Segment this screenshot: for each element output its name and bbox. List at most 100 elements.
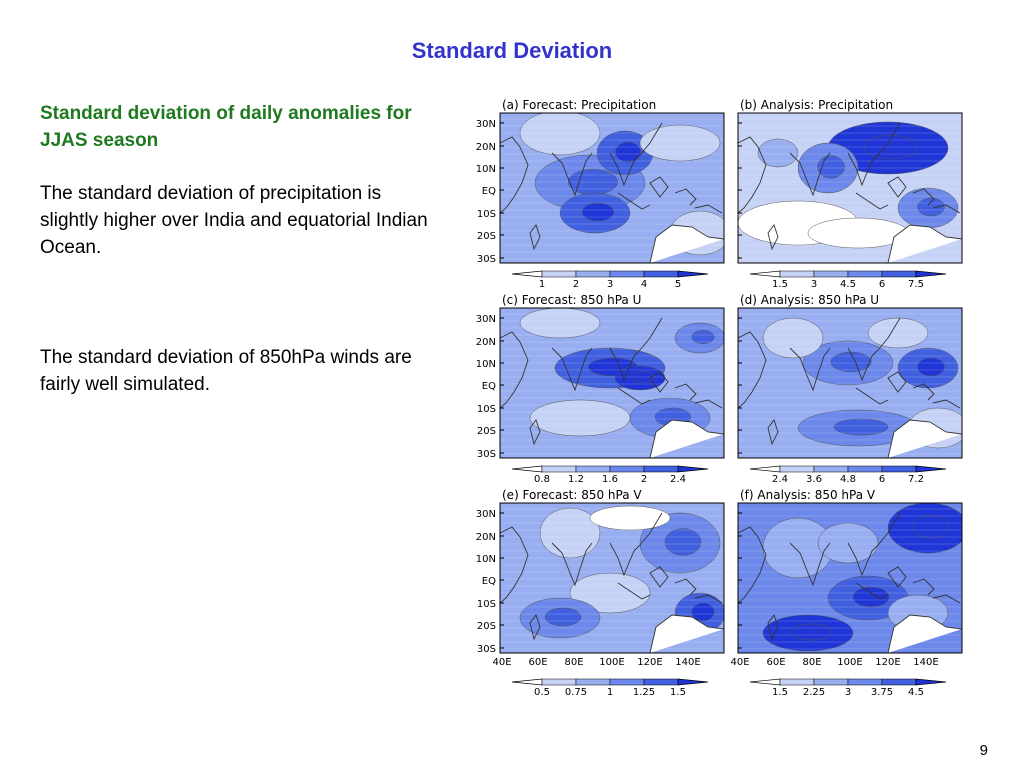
panel-frame: [499, 112, 725, 264]
map-panel: (a) Forecast: Precipitation 30N 20N 10N EQ 10…: [476, 98, 725, 290]
lon-tick-label: 60E: [528, 657, 547, 668]
colorbar-tick-label: 0.75: [565, 687, 587, 695]
colorbar-tick-label: 6: [879, 279, 885, 290]
lon-tick-label: 120E: [637, 657, 662, 668]
colorbar-tick-label: 1.2: [568, 474, 584, 485]
panel-frame: [737, 307, 963, 459]
colorbar: 1 2 3 4 5: [511, 270, 709, 290]
colorbar-tick-label: 3: [845, 687, 851, 695]
lon-tick-label: 80E: [802, 657, 821, 668]
lon-tick-label: 140E: [675, 657, 700, 668]
panel-frame: [737, 112, 963, 264]
map-panel: (e) Forecast: 850 hPa V 30N 20N 10N EQ 10S 20S…: [476, 488, 725, 695]
map-panel: (d) Analysis: 850 hPa U 2.4 3.6 4.8 6 7.2: [737, 293, 963, 485]
panel-label: (d) Analysis: 850 hPa U: [740, 293, 879, 307]
lat-tick-label: 20S: [477, 621, 496, 632]
lat-tick-label: 30N: [476, 314, 496, 325]
colorbar-tick-label: 6: [879, 474, 885, 485]
colorbar: 2.4 3.6 4.8 6 7.2: [749, 465, 947, 485]
lat-tick-label: 10N: [476, 164, 496, 175]
panel-label: (e) Forecast: 850 hPa V: [502, 488, 642, 502]
contour-field: [500, 503, 724, 653]
precipitation-paragraph: The standard deviation of precipitation …: [40, 183, 428, 258]
lat-tick-label: 30S: [477, 254, 496, 265]
colorbar-tick-label: 2: [641, 474, 647, 485]
contour-field: [738, 113, 962, 263]
panel-frame: [499, 307, 725, 459]
lat-tick-label: 10N: [476, 554, 496, 565]
coastline: [500, 122, 724, 263]
colorbar: 1.5 2.25 3 3.75 4.5: [749, 678, 947, 695]
page-number: 9: [979, 742, 988, 759]
winds-paragraph: The standard deviation of 850hPa winds a…: [40, 347, 412, 395]
coastline: [738, 122, 962, 263]
lat-tick-label: 10S: [477, 404, 496, 415]
lon-tick-label: 80E: [564, 657, 583, 668]
lon-tick-label: 100E: [837, 657, 862, 668]
coastline: [738, 512, 962, 653]
lat-tick-label: EQ: [482, 381, 496, 392]
coastline: [500, 317, 724, 458]
lat-tick-label: EQ: [482, 186, 496, 197]
colorbar: 0.5 0.75 1 1.25 1.5: [511, 678, 709, 695]
colorbar-tick-label: 1.5: [772, 687, 788, 695]
lon-tick-label: 140E: [913, 657, 938, 668]
colorbar-tick-label: 4.5: [908, 687, 924, 695]
left-text-column: Standard deviation of daily anomalies fo…: [40, 100, 435, 395]
lat-tick-label: 30S: [477, 449, 496, 460]
lon-tick-label: 120E: [875, 657, 900, 668]
lat-tick-label: 20N: [476, 532, 496, 543]
lat-tick-label: 30N: [476, 509, 496, 520]
lat-tick-label: 30S: [477, 644, 496, 655]
slide-title: Standard Deviation: [411, 38, 613, 63]
colorbar-tick-label: 1.5: [772, 279, 788, 290]
colorbar-tick-label: 3.75: [871, 687, 893, 695]
colorbar-tick-label: 4.5: [840, 279, 856, 290]
contour-field: [500, 113, 724, 263]
lat-tick-label: 10S: [477, 599, 496, 610]
colorbar-tick-label: 3: [607, 279, 613, 290]
colorbar-tick-label: 1.25: [633, 687, 655, 695]
colorbar-tick-label: 7.2: [908, 474, 924, 485]
map-panel: (c) Forecast: 850 hPa U 30N 20N 10N EQ 10S 20S…: [476, 293, 725, 485]
contour-field: [500, 308, 724, 458]
colorbar-tick-label: 1: [539, 279, 545, 290]
panel-frame: [737, 502, 963, 654]
std-dev-map-figure: (a) Forecast: Precipitation30N20N10NEQ10…: [476, 98, 963, 695]
lat-tick-label: 30N: [476, 119, 496, 130]
colorbar-tick-label: 1.6: [602, 474, 618, 485]
map-panel: (f) Analysis: 850 hPa V 40E 60E 80E 100E 120E…: [730, 488, 963, 695]
lon-tick-label: 60E: [766, 657, 785, 668]
panel-label: (c) Forecast: 850 hPa U: [502, 293, 641, 307]
panel-label: (f) Analysis: 850 hPa V: [740, 488, 876, 502]
colorbar-tick-label: 2.25: [803, 687, 825, 695]
lat-tick-label: EQ: [482, 576, 496, 587]
panel-frame: [499, 502, 725, 654]
lon-tick-label: 40E: [730, 657, 749, 668]
section-heading: Standard deviation of daily anomalies fo…: [40, 103, 412, 151]
colorbar-tick-label: 4: [641, 279, 647, 290]
lat-tick-label: 20N: [476, 337, 496, 348]
lon-tick-label: 100E: [599, 657, 624, 668]
coastline: [500, 512, 724, 653]
coastline: [738, 317, 962, 458]
colorbar-tick-label: 2.4: [772, 474, 788, 485]
lat-tick-label: 20S: [477, 426, 496, 437]
colorbar-tick-label: 2: [573, 279, 579, 290]
colorbar-tick-label: 0.5: [534, 687, 550, 695]
colorbar-tick-label: 3.6: [806, 474, 822, 485]
lat-tick-label: 10N: [476, 359, 496, 370]
lat-tick-label: 20S: [477, 231, 496, 242]
lat-tick-label: 20N: [476, 142, 496, 153]
colorbar-tick-label: 3: [811, 279, 817, 290]
contour-field: [738, 503, 962, 653]
map-panel: (b) Analysis: Precipitation 1.5 3 4.5 6 7.5: [737, 98, 963, 290]
colorbar: 1.5 3 4.5 6 7.5: [749, 270, 947, 290]
colorbar-tick-label: 5: [675, 279, 681, 290]
colorbar-tick-label: 2.4: [670, 474, 686, 485]
colorbar: 0.8 1.2 1.6 2 2.4: [511, 465, 709, 485]
lon-tick-label: 40E: [492, 657, 511, 668]
lat-tick-label: 10S: [477, 209, 496, 220]
contour-field: [738, 308, 962, 458]
panel-label: (b) Analysis: Precipitation: [740, 98, 893, 112]
